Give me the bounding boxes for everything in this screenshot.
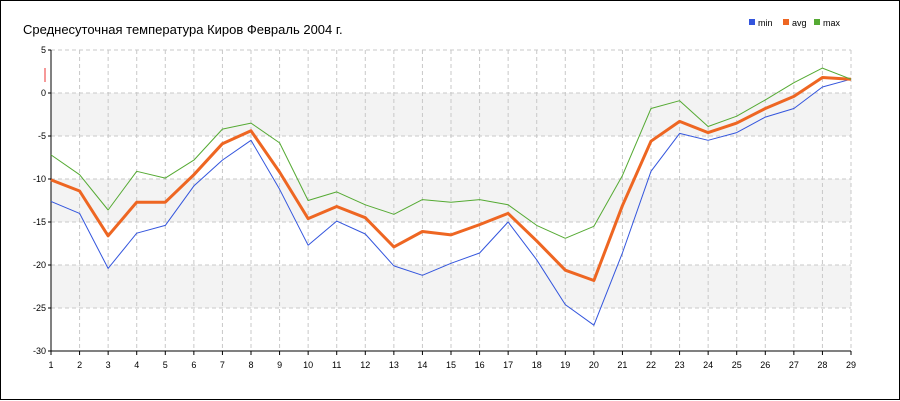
x-tick-label: 18 [532,360,542,370]
y-tick-label: -15 [33,217,46,227]
legend-swatch-avg [783,19,789,25]
y-tick-label: -5 [38,131,46,141]
x-tick-label: 15 [446,360,456,370]
x-tick-label: 19 [560,360,570,370]
x-tick-labels: 1 2 3 4 5 6 7 8 9 10 11 12 13 14 15 16 17 18 19 20 21 22 23 24 2… [48,360,856,370]
legend-swatch-min [749,19,755,25]
x-tick-label: 17 [503,360,513,370]
x-tick-label: 23 [675,360,685,370]
y-tick-label: 5 [41,45,46,55]
x-tick-label: 11 [332,360,341,370]
x-tick-label: 2 [77,360,82,370]
legend-label-min: min [758,18,773,28]
x-tick-label: 25 [732,360,742,370]
y-tick-label: 0 [41,88,46,98]
legend: min avg max [749,18,841,28]
x-tick-label: 6 [191,360,196,370]
x-tick-label: 4 [134,360,139,370]
x-tick-label: 24 [703,360,713,370]
x-tick-label: 26 [760,360,770,370]
x-tick-label: 13 [389,360,399,370]
series-line-avg [50,76,852,282]
x-tick-label: 20 [589,360,599,370]
plot-band [51,265,851,308]
x-tick-label: 12 [360,360,370,370]
series-line-min [50,78,852,326]
x-tick-label: 21 [617,360,627,370]
axes [44,49,852,355]
y-tick-label: -30 [33,346,46,356]
x-tick-label: 8 [248,360,253,370]
series-lines [50,67,852,326]
x-tick-label: 28 [817,360,827,370]
y-tick-labels: 5 0 -5 -10 -15 -20 -25 -30 [33,45,46,356]
legend-label-max: max [823,18,841,28]
y-tick-label: -20 [33,260,46,270]
x-tick-label: 29 [846,360,856,370]
x-tick-label: 22 [646,360,656,370]
x-tick-label: 10 [303,360,313,370]
x-tick-label: 27 [789,360,799,370]
chart-title: Среднесуточная температура Киров Февраль… [23,22,343,37]
x-tick-label: 16 [475,360,485,370]
x-tick-label: 9 [277,360,282,370]
y-tick-label: -25 [33,303,46,313]
x-tick-label: 7 [220,360,225,370]
series-line-max [50,67,852,239]
x-tick-label: 14 [417,360,427,370]
y-tick-label: -10 [33,174,46,184]
x-tick-label: 3 [106,360,111,370]
legend-label-avg: avg [792,18,807,28]
x-tick-label: 5 [163,360,168,370]
x-tick-label: 1 [48,360,53,370]
legend-swatch-max [814,19,820,25]
